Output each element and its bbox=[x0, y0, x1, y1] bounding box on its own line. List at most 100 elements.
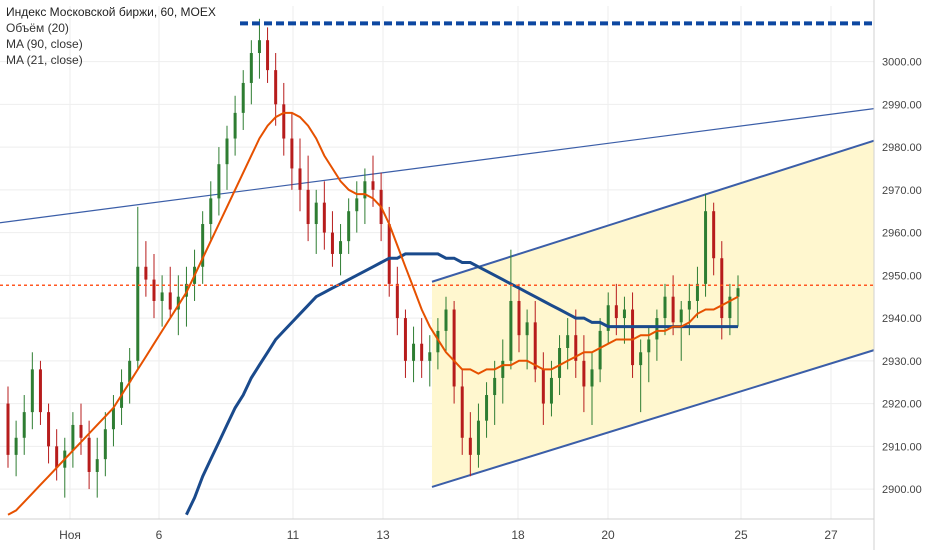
candle-body bbox=[420, 343, 424, 361]
candle-body bbox=[712, 211, 716, 259]
candle-body bbox=[233, 112, 237, 139]
candle-body bbox=[631, 309, 635, 366]
candle-body bbox=[249, 53, 253, 83]
candle-body bbox=[476, 420, 480, 455]
x-tick-label: 18 bbox=[511, 528, 525, 542]
candle-body bbox=[639, 352, 643, 366]
candle-body bbox=[436, 330, 440, 353]
legend-ma21[interactable]: MA (21, close) bbox=[6, 53, 83, 67]
y-tick-label: 2930.00 bbox=[882, 356, 922, 368]
candle-body bbox=[558, 348, 562, 378]
x-tick-label: 25 bbox=[734, 528, 748, 542]
candle-body bbox=[444, 309, 448, 331]
x-tick-label: 13 bbox=[376, 528, 390, 542]
x-tick-label: 6 bbox=[156, 528, 163, 542]
candle-body bbox=[728, 296, 732, 319]
candle-body bbox=[541, 369, 545, 404]
candle-body bbox=[282, 104, 286, 139]
y-tick-label: 2940.00 bbox=[882, 313, 922, 325]
candle-body bbox=[517, 300, 521, 336]
candle-body bbox=[290, 138, 294, 169]
candle-body bbox=[257, 40, 261, 54]
candle-body bbox=[209, 198, 213, 225]
y-tick-label: 2920.00 bbox=[882, 399, 922, 411]
candle-body bbox=[306, 189, 310, 225]
candle-body bbox=[128, 360, 132, 383]
legend-volume[interactable]: Объём (20) bbox=[6, 21, 69, 35]
candle-body bbox=[695, 283, 699, 301]
y-tick-label: 2970.00 bbox=[882, 185, 922, 197]
candle-body bbox=[671, 296, 675, 323]
legend-ma90[interactable]: MA (90, close) bbox=[6, 37, 83, 51]
candle-body bbox=[14, 437, 18, 455]
channel-upper-line bbox=[431, 139, 875, 283]
candles bbox=[6, 18, 740, 498]
candle-body bbox=[736, 288, 740, 297]
candle-body bbox=[330, 232, 334, 254]
candle-body bbox=[412, 343, 416, 361]
candle-body bbox=[55, 446, 59, 468]
candle-body bbox=[217, 164, 221, 199]
y-tick-label: 2980.00 bbox=[882, 142, 922, 154]
candle-body bbox=[655, 318, 659, 340]
candle-body bbox=[428, 352, 432, 361]
candle-body bbox=[525, 322, 529, 336]
candle-body bbox=[136, 266, 140, 361]
candle-body bbox=[314, 202, 318, 225]
candle-body bbox=[598, 330, 602, 370]
y-tick-label: 2990.00 bbox=[882, 99, 922, 111]
chart-title: Индекс Московской биржи, 60, MOEX bbox=[6, 5, 216, 19]
candle-body bbox=[485, 395, 489, 421]
candle-body bbox=[152, 279, 156, 301]
candle-body bbox=[201, 224, 205, 267]
candle-body bbox=[549, 377, 553, 404]
candle-body bbox=[168, 292, 172, 310]
candle-body bbox=[387, 224, 391, 284]
channel-lower-line bbox=[431, 349, 875, 488]
ma90-line bbox=[185, 252, 738, 516]
candle-body bbox=[225, 138, 229, 165]
x-tick-label: 20 bbox=[601, 528, 615, 542]
candle-body bbox=[22, 412, 26, 438]
candle-body bbox=[95, 459, 99, 472]
candle-body bbox=[679, 309, 683, 323]
long-trendline bbox=[0, 108, 875, 224]
candle-body bbox=[622, 309, 626, 319]
candle-body bbox=[574, 335, 578, 361]
candle-body bbox=[355, 198, 359, 212]
candle-body bbox=[493, 377, 497, 396]
y-tick-label: 2900.00 bbox=[882, 484, 922, 496]
candle-body bbox=[371, 181, 375, 190]
y-tick-label: 2910.00 bbox=[882, 441, 922, 453]
price-scale-bg bbox=[874, 0, 932, 550]
candle-body bbox=[87, 437, 91, 472]
candle-body bbox=[176, 296, 180, 310]
candle-body bbox=[509, 300, 513, 361]
candle-body bbox=[71, 424, 75, 451]
x-tick-label: 27 bbox=[824, 528, 838, 542]
candle-body bbox=[720, 258, 724, 319]
candle-body bbox=[468, 437, 472, 455]
candle-body bbox=[111, 407, 115, 430]
y-tick-label: 2960.00 bbox=[882, 228, 922, 240]
candle-body bbox=[6, 403, 10, 455]
candle-body bbox=[704, 211, 708, 284]
candle-body bbox=[533, 322, 537, 370]
candle-body bbox=[663, 296, 667, 319]
x-tick-label: Ноя bbox=[59, 528, 81, 542]
candle-body bbox=[47, 412, 51, 447]
candle-body bbox=[501, 360, 505, 378]
candle-body bbox=[241, 82, 245, 113]
candle-body bbox=[614, 305, 618, 319]
candle-body bbox=[452, 309, 456, 387]
candle-body bbox=[582, 360, 586, 387]
candle-body bbox=[339, 241, 343, 254]
candle-body bbox=[30, 369, 34, 413]
candle-body bbox=[160, 292, 164, 301]
candle-body bbox=[363, 181, 367, 199]
candle-body bbox=[103, 429, 107, 460]
candle-body bbox=[266, 40, 270, 71]
candle-body bbox=[347, 211, 351, 242]
